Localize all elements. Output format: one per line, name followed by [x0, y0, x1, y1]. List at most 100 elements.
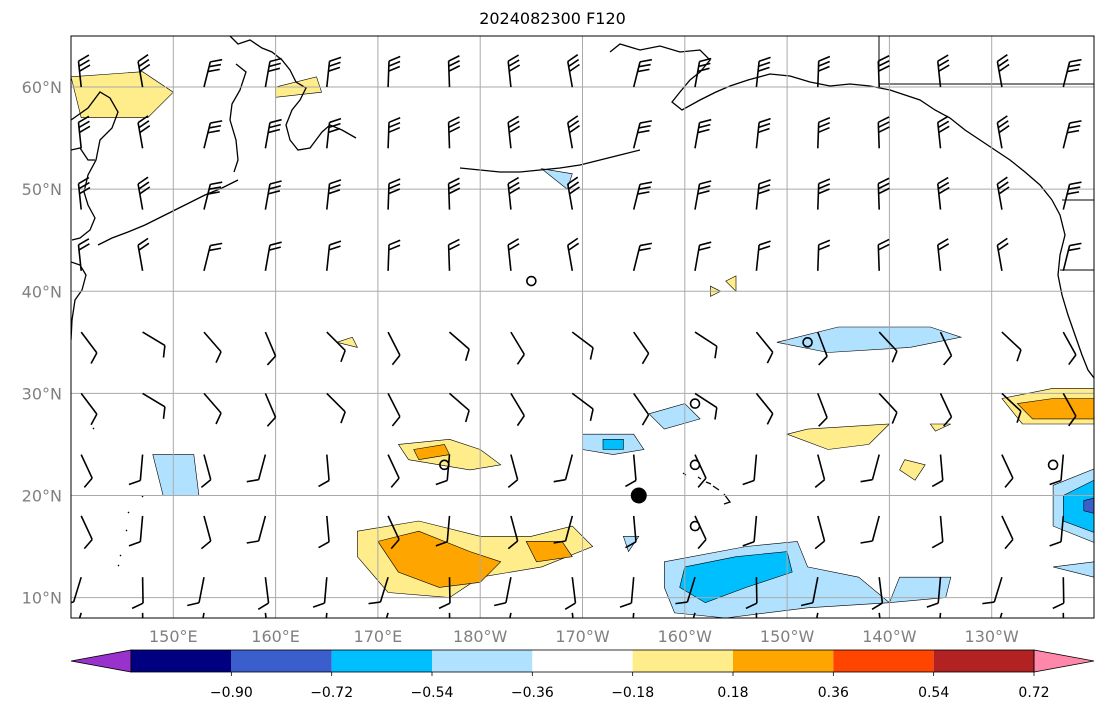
anomaly-region-purple	[1093, 500, 1094, 502]
wind-barb	[326, 117, 342, 149]
wind-barb	[1062, 58, 1082, 88]
wind-barb	[246, 454, 267, 483]
wind-barb	[435, 515, 451, 547]
circle-marker	[526, 275, 537, 287]
anomaly-region-light_blue	[648, 403, 701, 430]
colorbar-tick-label: −0.18	[611, 685, 654, 701]
wind-barb	[203, 58, 223, 88]
map-area[interactable]	[62, 36, 1105, 645]
wind-barb	[387, 515, 400, 550]
colorbar-bin	[231, 650, 332, 672]
wind-barb	[1052, 577, 1065, 610]
wind-barb	[675, 576, 696, 605]
anomaly-region-orange	[525, 541, 573, 563]
wind-barb	[507, 515, 519, 550]
wind-barb	[877, 238, 890, 271]
wind-barb	[387, 393, 401, 427]
wind-barb	[80, 331, 98, 364]
wind-barb	[755, 240, 771, 271]
wind-barb	[630, 612, 635, 618]
wind-barb	[1062, 612, 1065, 618]
wind-barb	[77, 238, 90, 271]
circle-marker	[439, 459, 450, 471]
wind-barb	[553, 515, 574, 544]
wind-barb	[931, 515, 944, 549]
wind-barb	[1062, 393, 1077, 427]
wind-barb	[326, 331, 346, 363]
coastline-north-america	[1051, 199, 1094, 379]
wind-barb	[507, 454, 519, 489]
wind-barb	[566, 176, 580, 210]
wind-barb	[505, 612, 512, 618]
wind-barb	[326, 56, 342, 88]
wind-barb	[633, 392, 650, 426]
wind-barb	[755, 179, 771, 210]
anomaly-region-light_blue	[540, 168, 573, 190]
anomaly-region-yellow	[335, 336, 358, 348]
wind-barb	[553, 454, 574, 483]
wind-barb	[625, 515, 637, 549]
wind-barb	[264, 180, 282, 210]
wind-barb	[566, 237, 580, 271]
wind-barb	[1062, 242, 1082, 271]
anomaly-region-orange	[377, 530, 502, 588]
wind-barb	[817, 331, 828, 366]
longitude-label: 170°E	[354, 627, 403, 646]
wind-barb	[494, 577, 512, 607]
wind-barb	[1001, 392, 1022, 423]
wind-barb	[860, 454, 880, 483]
wind-barb	[447, 177, 461, 210]
wind-barb	[387, 454, 400, 488]
wind-barb	[996, 115, 1010, 149]
anomaly-region-orange	[1016, 398, 1094, 420]
wind-barb	[878, 331, 898, 363]
wind-barb	[814, 515, 826, 550]
aleutian-chain	[459, 149, 641, 173]
wind-barb	[936, 115, 950, 149]
wind-barb	[387, 239, 401, 271]
colorbar-tick-label: −0.54	[411, 685, 454, 701]
longitude-label: 150°E	[149, 627, 198, 646]
anomaly-region-yellow	[929, 423, 951, 432]
wind-barb	[619, 577, 635, 608]
latitude-label: 30°N	[22, 384, 62, 403]
wind-barb	[694, 241, 712, 271]
wind-barb	[1001, 515, 1014, 550]
colorbar-tick-label: 0.18	[717, 685, 748, 701]
anomaly-region-light_blue	[1053, 561, 1094, 578]
latitude-label: 40°N	[22, 282, 62, 301]
wind-barb	[264, 118, 282, 149]
kuril-islands	[97, 179, 239, 246]
wind-barb	[71, 576, 82, 605]
wind-barb	[142, 331, 166, 358]
wind-barb	[1001, 454, 1014, 488]
wind-barb	[447, 55, 461, 88]
latitude-label: 60°N	[22, 78, 62, 97]
circle-marker	[689, 520, 701, 532]
wind-barb	[860, 515, 880, 544]
wind-barb	[142, 392, 166, 419]
wind-barb	[571, 392, 594, 422]
wind-barb	[80, 515, 93, 550]
colorbar-max-arrow	[1033, 649, 1095, 673]
wind-barb	[77, 54, 91, 88]
anomaly-region-yellow	[725, 275, 737, 293]
wind-barb	[1049, 515, 1065, 547]
wind-barb	[632, 120, 653, 149]
wind-barb	[817, 178, 831, 210]
wind-barb-layer	[71, 54, 1082, 618]
wind-barb	[694, 118, 712, 149]
wind-barb	[1062, 331, 1077, 366]
wind-barb	[939, 331, 953, 366]
wind-barb	[203, 181, 223, 210]
wind-barb	[564, 577, 577, 610]
wind-barb	[877, 116, 890, 149]
wind-barb	[936, 54, 950, 88]
wind-barb	[326, 392, 346, 424]
wind-barb	[264, 331, 277, 366]
wind-barb	[137, 237, 150, 271]
wind-barb	[633, 331, 650, 365]
wind-barb	[510, 392, 525, 427]
wind-barb	[1062, 120, 1082, 149]
colorbar-bin	[432, 650, 533, 672]
